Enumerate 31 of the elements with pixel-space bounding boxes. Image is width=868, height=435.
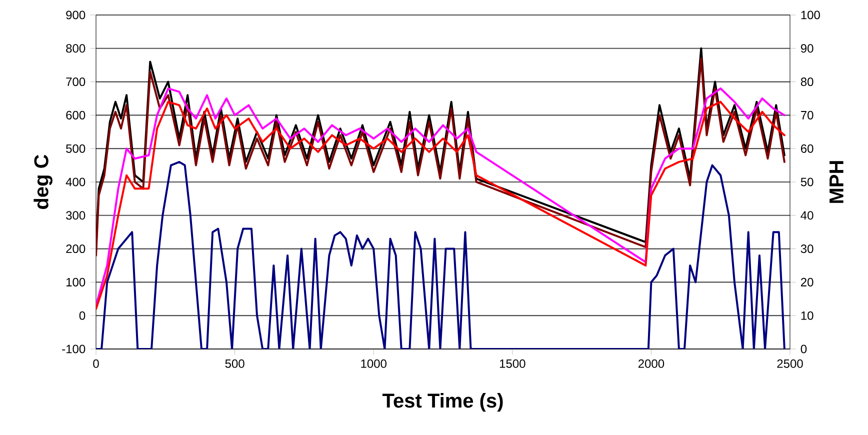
y-tick-label: -100 — [62, 344, 86, 354]
y-tick-label: 0 — [79, 311, 86, 320]
y2-tick-label: 100 — [801, 10, 820, 20]
y-tick-label: 800 — [66, 44, 86, 53]
x-axis-title: Test Time (s) — [382, 393, 503, 412]
x-tick-label: 2000 — [638, 359, 664, 368]
y2-tick-label: 80 — [800, 78, 814, 86]
y2-tick-label: 20 — [801, 278, 814, 286]
y2-tick-label: 30 — [800, 244, 814, 254]
y2-tick-label: 70 — [801, 110, 814, 120]
y-tick-label: 400 — [66, 178, 86, 186]
y-tick-label: 300 — [66, 211, 86, 220]
y-tick-label: 200 — [66, 244, 86, 254]
y2-tick-label: 0 — [800, 344, 807, 354]
y-axis-title: deg C — [34, 154, 52, 209]
y2-tick-label: 50 — [800, 178, 814, 186]
y-tick-label: 700 — [66, 78, 86, 86]
x-tick-label: 500 — [225, 359, 244, 368]
x-tick-label: 2500 — [777, 359, 803, 368]
x-tick-label: 1000 — [361, 359, 386, 368]
y2-tick-label: 40 — [800, 211, 814, 220]
y2-axis-title: MPH — [830, 161, 844, 203]
y-tick-label: 600 — [66, 110, 86, 120]
y-tick-label: 500 — [66, 144, 86, 153]
y2-tick-label: 10 — [801, 311, 814, 320]
x-tick-label: 1500 — [500, 359, 526, 368]
y2-tick-label: 60 — [801, 144, 814, 153]
y-tick-label: 900 — [66, 10, 86, 20]
y2-tick-label: 90 — [800, 44, 814, 53]
x-tick-label: 0 — [93, 359, 99, 368]
y-tick-label: 100 — [66, 278, 86, 286]
